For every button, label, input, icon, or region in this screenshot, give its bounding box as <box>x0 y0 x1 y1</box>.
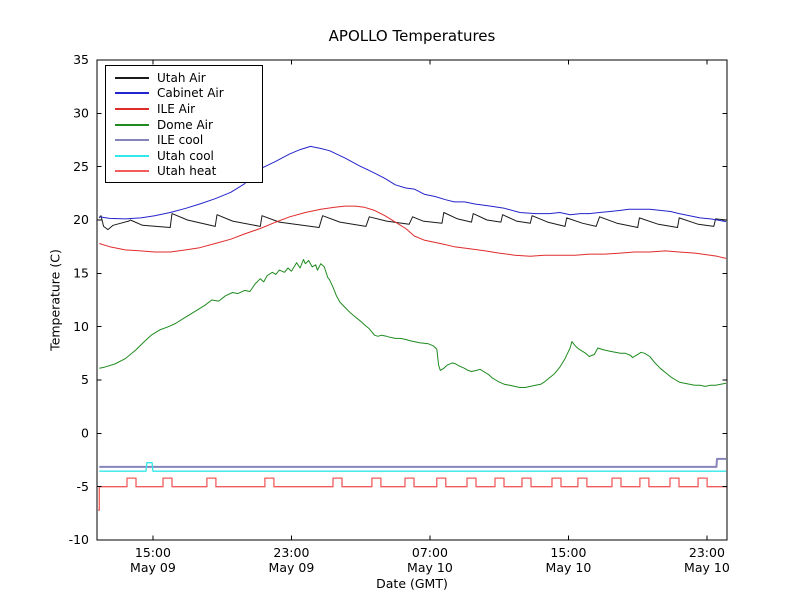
x-tick-label-date: May 10 <box>407 560 453 575</box>
legend-line-sample <box>115 92 149 95</box>
x-tick-label-time: 15:00 <box>135 545 171 560</box>
x-tick-label-time: 15:00 <box>550 545 586 560</box>
series-line-utah-cool <box>99 462 726 472</box>
legend-row: ILE cool <box>115 132 262 148</box>
legend-label: Dome Air <box>157 117 213 132</box>
series-line-dome-air <box>99 259 727 388</box>
chart-title: APOLLO Temperatures <box>328 27 496 45</box>
x-tick-label-time: 07:00 <box>412 545 448 560</box>
legend-row: Dome Air <box>115 117 262 133</box>
legend-row: Utah cool <box>115 148 262 164</box>
legend-row: Utah Air <box>115 70 262 86</box>
y-tick-label: 35 <box>73 52 89 67</box>
legend-label: Utah Air <box>157 70 206 85</box>
legend-label: Utah heat <box>157 164 217 179</box>
y-tick-label: 25 <box>73 159 89 174</box>
x-tick-label-time: 23:00 <box>273 545 309 560</box>
legend-line-sample <box>115 123 149 126</box>
y-tick-label: -5 <box>77 479 89 494</box>
x-tick-label-date: May 09 <box>269 560 315 575</box>
legend-line-sample <box>115 107 149 110</box>
legend-line-sample <box>115 139 149 142</box>
plot-border <box>96 59 728 541</box>
y-tick-label: 10 <box>73 319 89 334</box>
y-tick-label: 5 <box>81 372 89 387</box>
x-axis-label: Date (GMT) <box>376 576 448 591</box>
legend-line-sample <box>115 76 149 79</box>
legend-row: ILE Air <box>115 101 262 117</box>
y-tick-label: 15 <box>73 266 89 281</box>
legend-label: Cabinet Air <box>157 86 224 101</box>
x-tick-label-date: May 09 <box>130 560 176 575</box>
y-tick-label: 0 <box>81 426 89 441</box>
legend-row: Utah heat <box>115 164 262 180</box>
series-line-utah-heat <box>98 477 727 511</box>
y-tick-label: 20 <box>73 212 89 227</box>
series-line-utah-air <box>98 212 727 231</box>
legend-line-sample <box>115 170 149 173</box>
legend: Utah Air Cabinet Air ILE Air Dome Air IL… <box>105 65 263 183</box>
y-tick-label: -10 <box>69 532 89 547</box>
legend-row: Cabinet Air <box>115 86 262 102</box>
x-tick-label-date: May 10 <box>546 560 592 575</box>
legend-line-sample <box>115 154 149 157</box>
series-line-cabinet-air <box>99 145 727 223</box>
y-axis-label: Temperature (C) <box>47 249 63 351</box>
legend-label: ILE Air <box>157 101 196 116</box>
legend-label: ILE cool <box>157 133 204 148</box>
legend-label: Utah cool <box>157 148 214 163</box>
x-tick-label-time: 23:00 <box>689 545 725 560</box>
y-tick-label: 30 <box>73 106 89 121</box>
series-line-ile-air <box>99 205 727 259</box>
series-line-ile-cool <box>99 457 726 468</box>
x-tick-label-date: May 10 <box>684 560 730 575</box>
